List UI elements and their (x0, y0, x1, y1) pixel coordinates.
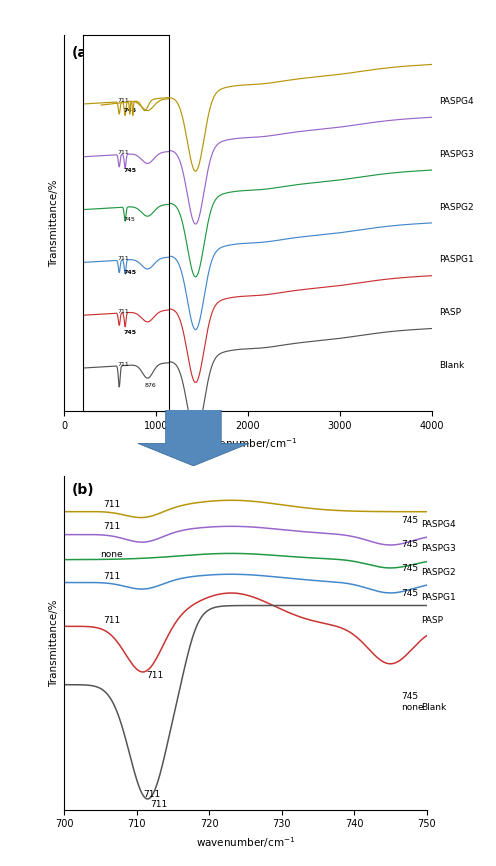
Text: 711: 711 (103, 522, 120, 532)
Text: PASPG3: PASPG3 (439, 150, 474, 158)
Text: 711: 711 (150, 799, 167, 809)
Text: 745: 745 (401, 589, 418, 598)
Text: 745: 745 (401, 692, 418, 701)
Text: 745: 745 (401, 564, 418, 573)
X-axis label: wavenumber/cm$^{-1}$: wavenumber/cm$^{-1}$ (198, 436, 298, 451)
Text: PASPG1: PASPG1 (439, 255, 474, 264)
Text: 745: 745 (401, 516, 418, 525)
Text: none: none (401, 702, 424, 712)
Text: (a): (a) (72, 46, 94, 60)
Text: PASPG4: PASPG4 (439, 97, 474, 106)
Text: 745: 745 (401, 540, 418, 549)
Y-axis label: Transmittance/%: Transmittance/% (49, 179, 59, 267)
Text: 711: 711 (103, 617, 120, 625)
Text: (b): (b) (72, 483, 94, 497)
Text: 711: 711 (103, 500, 120, 508)
Text: 711: 711 (146, 671, 164, 681)
Text: PASPG3: PASPG3 (421, 545, 455, 553)
X-axis label: wavenumber/cm$^{-1}$: wavenumber/cm$^{-1}$ (196, 835, 295, 850)
Y-axis label: Transmittance/%: Transmittance/% (49, 599, 59, 687)
Text: PASPG2: PASPG2 (439, 203, 474, 211)
Text: Blank: Blank (439, 361, 464, 370)
Text: Blank: Blank (421, 702, 446, 712)
Text: 711: 711 (143, 790, 160, 799)
Text: none: none (100, 550, 123, 559)
Text: PASPG4: PASPG4 (421, 520, 455, 529)
Text: 711: 711 (103, 572, 120, 581)
Text: PASPG2: PASPG2 (421, 568, 455, 578)
Polygon shape (138, 410, 249, 466)
Text: PASP: PASP (421, 617, 443, 625)
Text: PASP: PASP (439, 308, 461, 317)
Text: PASPG1: PASPG1 (421, 593, 455, 602)
